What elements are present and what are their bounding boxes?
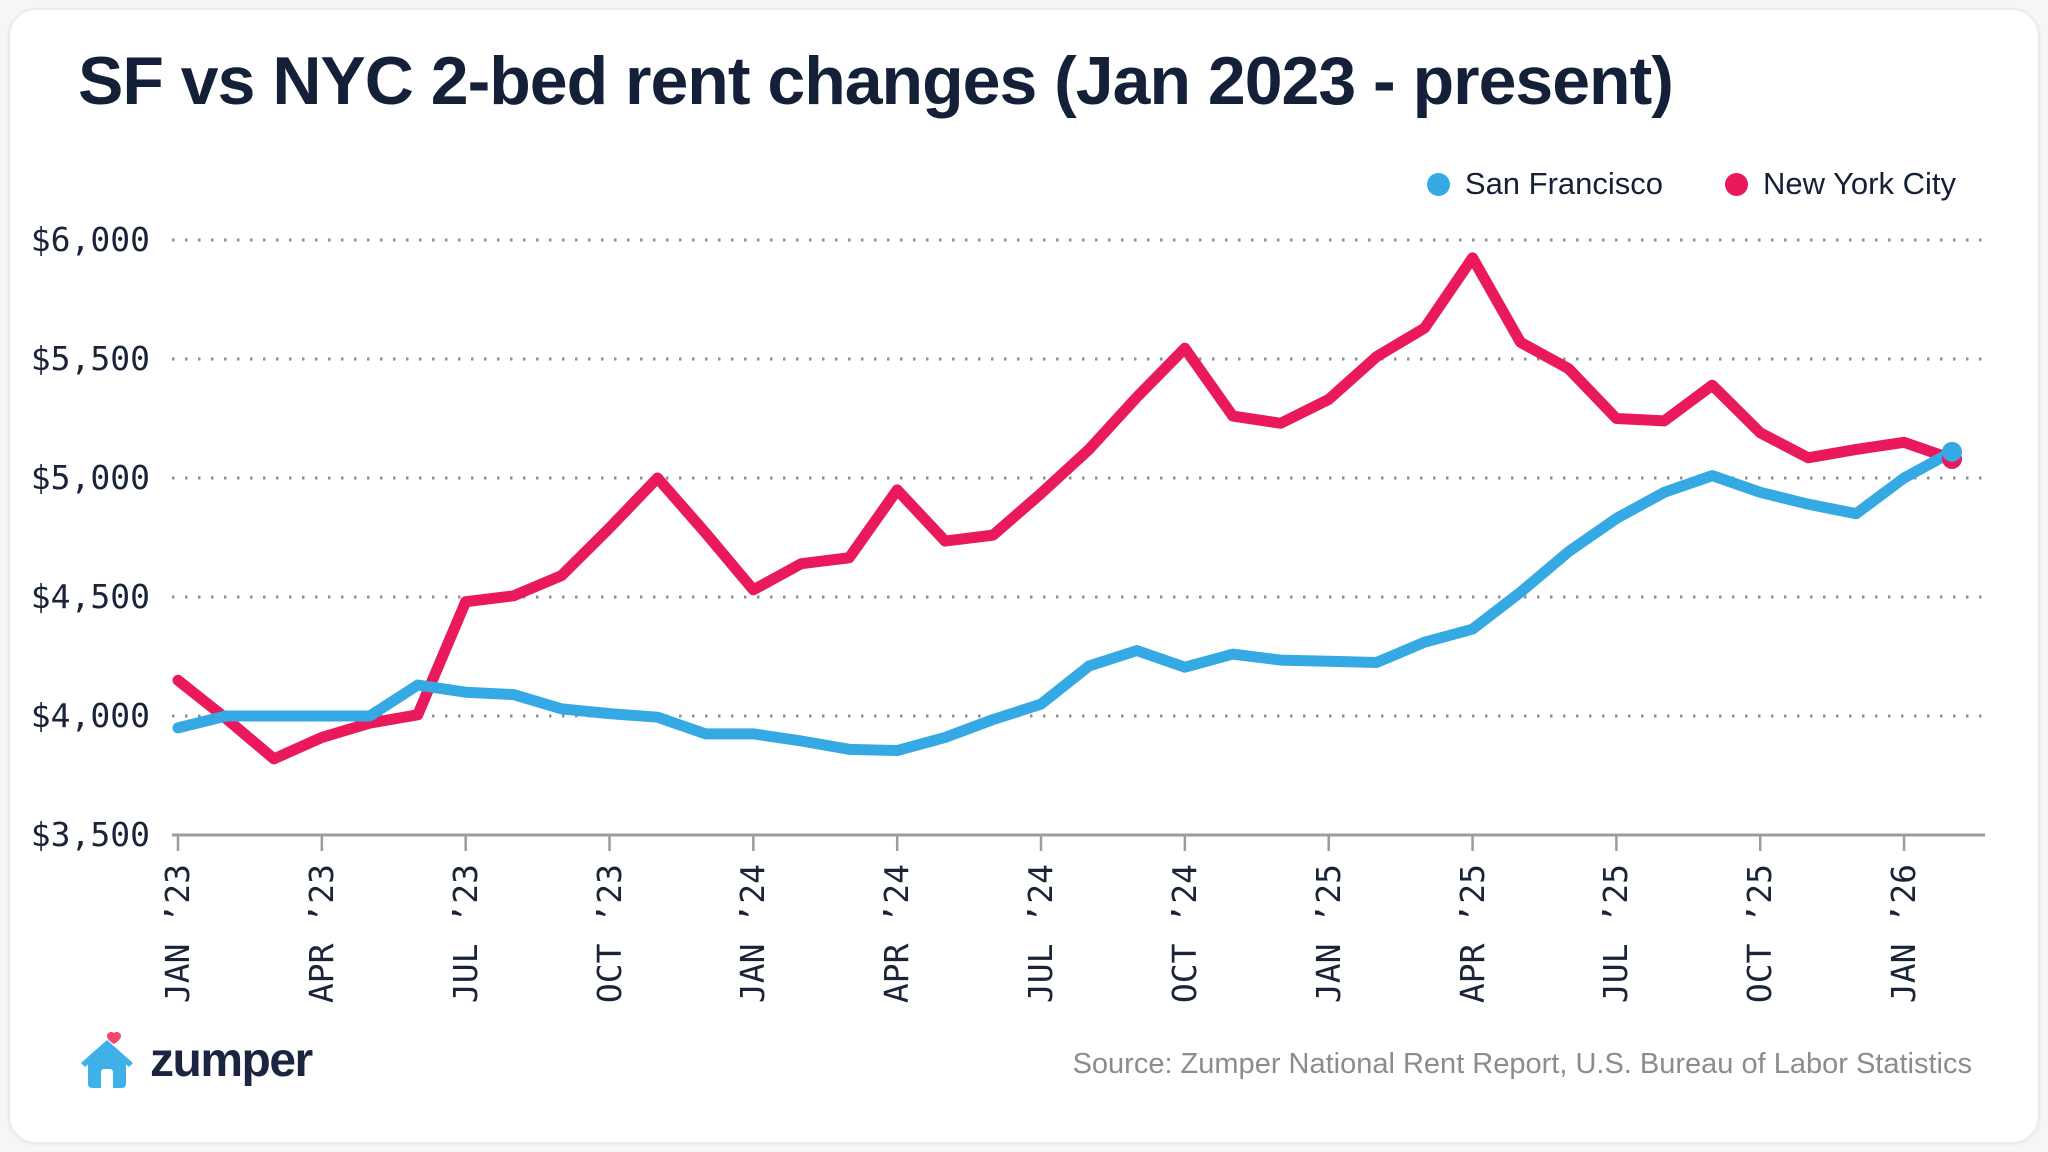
chart-legend: San Francisco New York City (1426, 166, 1956, 202)
y-axis-label: $6,000 (30, 220, 150, 259)
zumper-wordmark: zumper (150, 1034, 313, 1087)
x-axis-label: JUL ’24 (1021, 864, 1061, 1004)
x-axis-label: APR ’23 (301, 864, 341, 1004)
x-axis-label: JAN ’23 (158, 864, 197, 1004)
x-axis-label: APR ’25 (1452, 864, 1492, 1004)
y-axis-label: $5,500 (30, 339, 150, 378)
new-york-city-dot-icon (1725, 172, 1749, 196)
legend-label-san-francisco: San Francisco (1464, 166, 1664, 201)
x-axis-label: APR ’24 (877, 864, 917, 1004)
legend-item-san-francisco: San Francisco (1426, 166, 1664, 202)
legend-item-new-york-city: New York City (1725, 166, 1956, 202)
x-axis-label: OCT ’25 (1740, 864, 1780, 1004)
sf-endpoint-dot (1942, 441, 1962, 462)
zumper-logo: zumper (76, 1032, 313, 1090)
sf-line (172, 446, 1958, 757)
x-axis-label: JUL ’23 (445, 864, 485, 1004)
y-axis-label: $4,500 (30, 577, 150, 616)
x-axis-label: OCT ’24 (1164, 864, 1204, 1004)
page-title: SF vs NYC 2-bed rent changes (Jan 2023 -… (78, 43, 1674, 119)
san-francisco-dot-icon (1426, 172, 1450, 196)
zumper-house-icon (81, 1032, 133, 1088)
nyc-line (172, 252, 1958, 765)
x-axis-label: JAN ’26 (1884, 864, 1924, 1004)
x-axis-label: JAN ’24 (733, 864, 773, 1004)
x-axis-label: JUL ’25 (1596, 864, 1636, 1004)
y-axis-label: $5,000 (30, 458, 150, 497)
chart-card (8, 8, 2040, 1144)
x-axis-label: OCT ’23 (589, 864, 629, 1004)
y-axis-label: $4,000 (30, 696, 150, 735)
source-attribution: Source: Zumper National Rent Report, U.S… (1072, 1048, 1972, 1080)
legend-label-new-york-city: New York City (1763, 166, 1956, 201)
x-axis-label: JAN ’25 (1308, 864, 1348, 1004)
y-axis-label: $3,500 (30, 815, 150, 854)
